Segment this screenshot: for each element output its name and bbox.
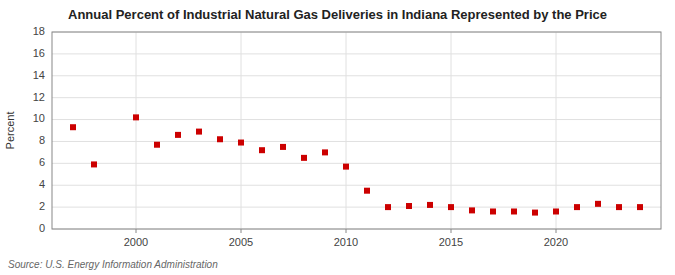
x-tick <box>451 229 452 233</box>
grid-line-x <box>451 32 452 229</box>
grid-line-y <box>52 163 661 164</box>
grid-line-y <box>52 75 661 76</box>
x-tick <box>241 229 242 233</box>
x-tick-label: 2020 <box>544 236 568 248</box>
point <box>595 201 601 207</box>
y-tick-label: 0 <box>39 222 45 234</box>
grid-line-y <box>52 141 661 142</box>
x-tick <box>136 229 137 233</box>
y-tick-label: 14 <box>33 69 45 81</box>
point <box>217 136 223 142</box>
point <box>259 147 265 153</box>
x-tick-label: 2005 <box>229 236 253 248</box>
point <box>154 142 160 148</box>
source-note: Source: U.S. Energy Information Administ… <box>8 259 218 270</box>
grid-line-y <box>52 119 661 120</box>
y-tick-label: 2 <box>39 200 45 212</box>
grid-line-y <box>52 97 661 98</box>
x-tick-label: 2015 <box>439 236 463 248</box>
plot-area <box>52 32 661 229</box>
point <box>343 164 349 170</box>
point <box>322 149 328 155</box>
point <box>448 204 454 210</box>
point <box>511 208 517 214</box>
point <box>616 204 622 210</box>
grid-line-y <box>52 53 661 54</box>
chart-container: 0 2 4 6 8 10 12 14 16 18 2000 2005 2010 2015 2020 Annua… <box>0 0 675 275</box>
point <box>280 144 286 150</box>
point <box>133 114 139 120</box>
series <box>70 114 643 215</box>
point <box>427 202 433 208</box>
y-tick-label: 6 <box>39 156 45 168</box>
x-tick-label: 2010 <box>334 236 358 248</box>
point <box>70 124 76 130</box>
point <box>385 204 391 210</box>
y-tick-label: 10 <box>33 112 45 124</box>
y-tick-label: 12 <box>33 91 45 103</box>
y-tick-label: 16 <box>33 47 45 59</box>
point <box>301 155 307 161</box>
y-axis-label: Percent <box>4 112 16 150</box>
grid-line-y <box>52 207 661 208</box>
x-tick-label: 2000 <box>124 236 148 248</box>
axes: 0 2 4 6 8 10 12 14 16 18 2000 2005 2010 2015 2020 <box>33 25 661 248</box>
grid-line-x <box>346 32 347 229</box>
grid <box>52 32 661 229</box>
point <box>574 204 580 210</box>
y-tick-label: 8 <box>39 134 45 146</box>
x-tick <box>556 229 557 233</box>
title: Annual Percent of Industrial Natural Gas… <box>68 7 607 22</box>
plot-frame <box>52 32 661 229</box>
grid-line-x <box>241 32 242 229</box>
y-tick-label: 4 <box>39 178 45 190</box>
point <box>469 207 475 213</box>
point <box>490 208 496 214</box>
grid-line-y <box>52 185 661 186</box>
grid-line-x <box>136 32 137 229</box>
chart: 0 2 4 6 8 10 12 14 16 18 2000 2005 2010 2015 2020 Annua… <box>0 0 675 275</box>
point <box>532 210 538 216</box>
point <box>637 204 643 210</box>
y-tick-label: 18 <box>33 25 45 37</box>
x-tick <box>346 229 347 233</box>
grid-line-x <box>556 32 557 229</box>
point <box>91 161 97 167</box>
point <box>175 132 181 138</box>
point <box>364 188 370 194</box>
point <box>553 208 559 214</box>
point <box>196 129 202 135</box>
point <box>238 140 244 146</box>
point <box>406 203 412 209</box>
